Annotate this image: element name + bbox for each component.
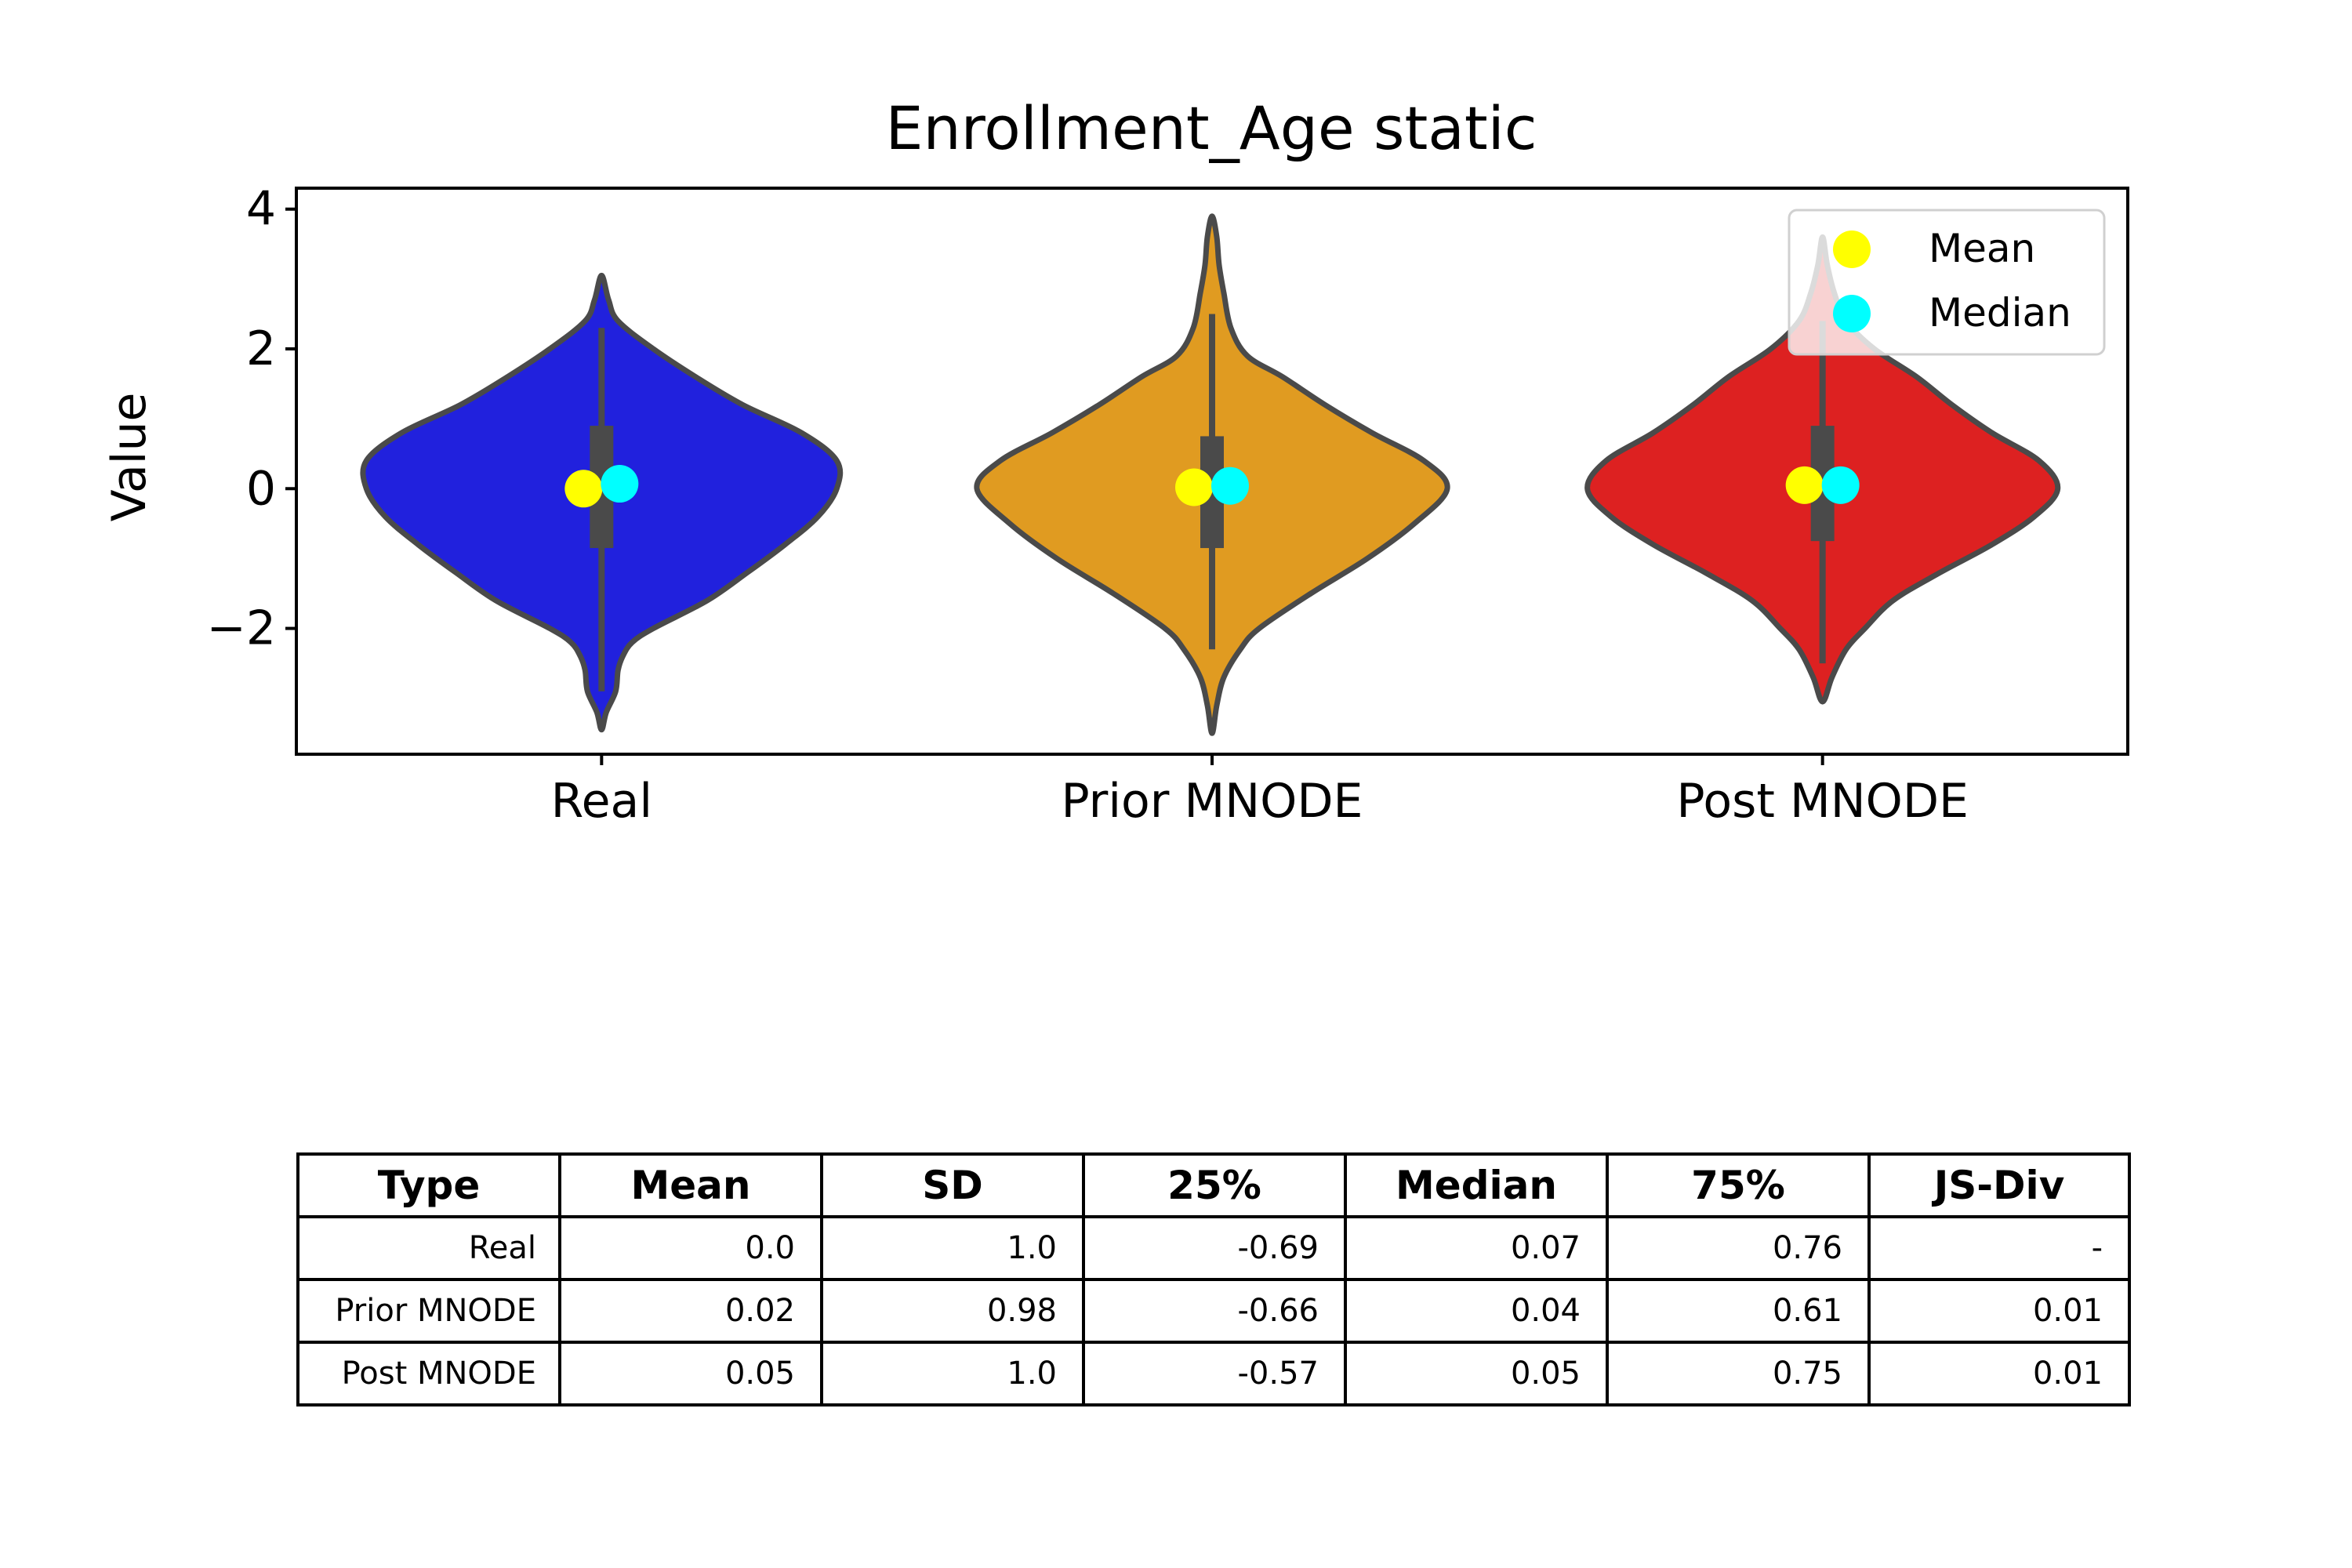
y-tick-label: −2	[207, 601, 276, 656]
table-cell: 0.02	[558, 1278, 823, 1344]
header-25: 25%	[1082, 1152, 1347, 1218]
mean-marker	[1785, 466, 1824, 504]
y-tick-label: 2	[246, 321, 276, 376]
table-header-row: Type Mean SD 25% Median 75% JS-Div	[296, 1152, 2131, 1218]
legend-median-label: Median	[1929, 290, 2071, 336]
header-median: Median	[1344, 1152, 1609, 1218]
table-cell: Post MNODE	[296, 1341, 561, 1406]
header-75: 75%	[1606, 1152, 1871, 1218]
header-mean: Mean	[558, 1152, 823, 1218]
statistics-table: Type Mean SD 25% Median 75% JS-Div Real …	[296, 1152, 2131, 1406]
mean-marker	[564, 470, 603, 508]
table-cell: 0.07	[1344, 1215, 1609, 1281]
median-marker	[1821, 466, 1860, 504]
median-marker	[601, 465, 639, 503]
table-cell: 0.05	[558, 1341, 823, 1406]
header-sd: SD	[820, 1152, 1085, 1218]
table-cell: 0.98	[820, 1278, 1085, 1344]
mean-marker	[1175, 468, 1213, 506]
table-cell: 0.0	[558, 1215, 823, 1281]
table-cell: 1.0	[820, 1341, 1085, 1406]
legend-mean-label: Mean	[1929, 226, 2035, 271]
table-row: Post MNODE 0.05 1.0 -0.57 0.05 0.75 0.01	[296, 1341, 2131, 1406]
y-axis-ticks: 4 2 0 −2	[207, 182, 296, 656]
x-tick-label: Post MNODE	[1676, 774, 1969, 829]
table-row: Real 0.0 1.0 -0.69 0.07 0.76 -	[296, 1215, 2131, 1281]
legend-mean-marker	[1833, 230, 1871, 268]
x-tick-label: Prior MNODE	[1062, 774, 1363, 829]
median-marker	[1211, 466, 1249, 505]
table-cell: 0.01	[1867, 1341, 2131, 1406]
header-js-div: JS-Div	[1867, 1152, 2131, 1218]
legend: Mean Median	[1788, 209, 2106, 356]
table-cell: 0.76	[1606, 1215, 1871, 1281]
table-cell: -0.69	[1082, 1215, 1347, 1281]
table-row: Prior MNODE 0.02 0.98 -0.66 0.04 0.61 0.…	[296, 1278, 2131, 1344]
table-cell: Prior MNODE	[296, 1278, 561, 1344]
table-cell: 0.04	[1344, 1278, 1609, 1344]
x-axis-ticks: Real Prior MNODE Post MNODE	[551, 754, 1969, 829]
table-cell: -0.66	[1082, 1278, 1347, 1344]
table-cell: 0.61	[1606, 1278, 1871, 1344]
x-tick-label: Real	[551, 774, 652, 829]
table-cell: -0.57	[1082, 1341, 1347, 1406]
y-tick-label: 0	[246, 461, 276, 516]
table-cell: 0.75	[1606, 1341, 1871, 1406]
markers-layer	[564, 465, 1860, 508]
chart-title: Enrollment_Age static	[885, 93, 1537, 163]
y-tick-label: 4	[246, 182, 276, 237]
table-cell: 0.01	[1867, 1278, 2131, 1344]
y-axis-label: Value	[102, 393, 157, 522]
table-cell: -	[1867, 1215, 2131, 1281]
table-cell: 1.0	[820, 1215, 1085, 1281]
header-type: Type	[296, 1152, 561, 1218]
table-cell: 0.05	[1344, 1341, 1609, 1406]
table-cell: Real	[296, 1215, 561, 1281]
legend-median-marker	[1833, 295, 1871, 332]
